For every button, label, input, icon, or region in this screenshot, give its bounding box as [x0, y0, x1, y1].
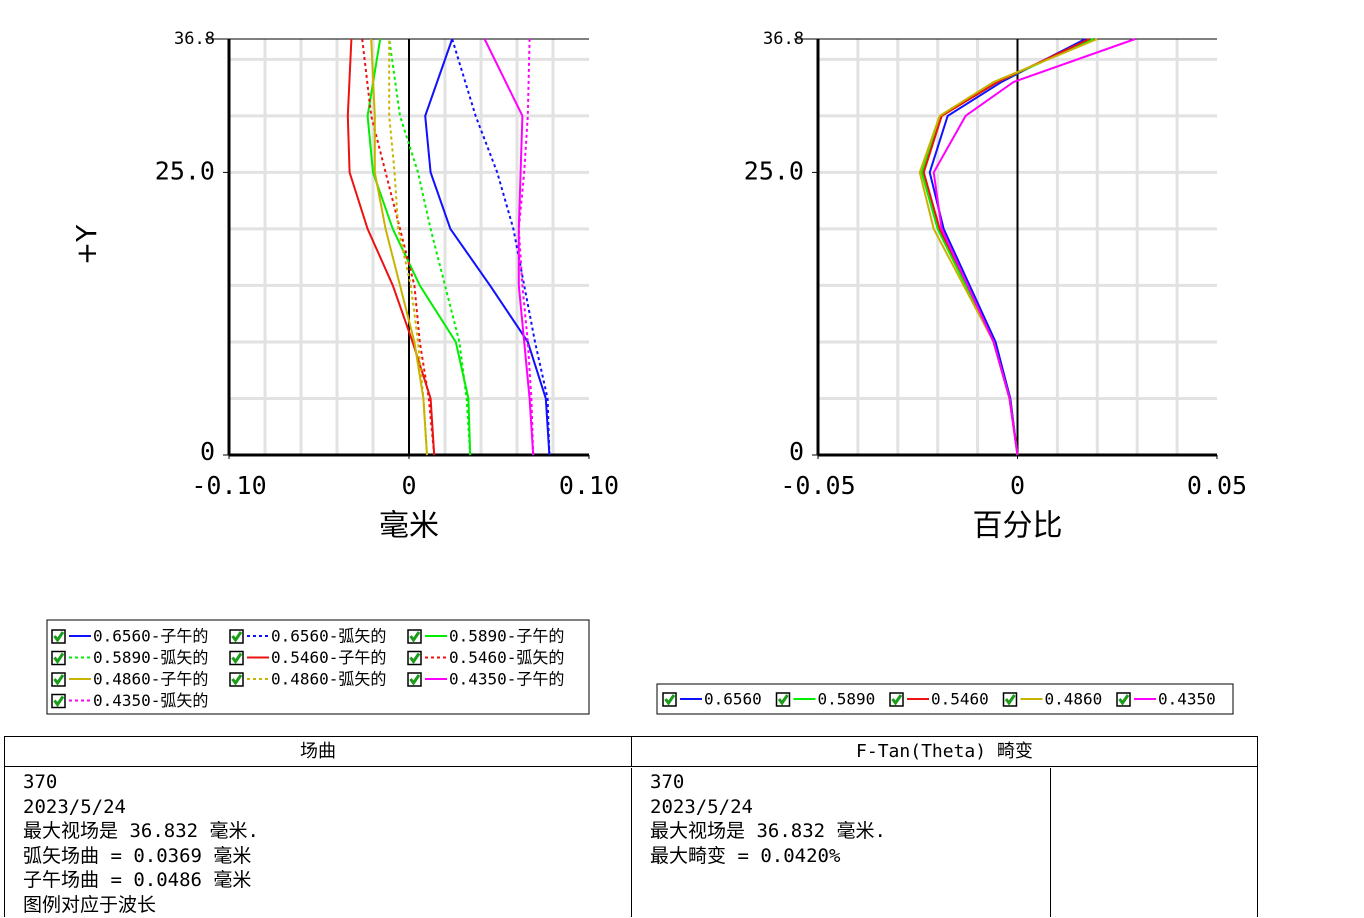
legend-checkbox[interactable]: [229, 650, 244, 666]
checkbox-check: [231, 652, 243, 665]
legend-label: 0.4860: [1045, 690, 1103, 709]
x-tick-label: 0.10: [559, 471, 619, 500]
curve: [388, 38, 472, 456]
curve: [922, 38, 1090, 456]
legend-label: 0.4350-子午的: [449, 670, 564, 689]
checkbox-check: [1004, 694, 1016, 706]
cell-line: 最大畸变 = 0.0420%: [650, 844, 841, 867]
checkbox-check: [664, 694, 676, 706]
curve: [370, 38, 428, 456]
cell-line: 370: [650, 771, 685, 793]
checkbox-check: [231, 631, 243, 643]
checkbox-check: [53, 631, 65, 643]
y-tick-label: 36.8: [174, 29, 215, 49]
cell-line: 弧矢场曲 = 0.0369 毫米: [23, 844, 252, 867]
checkbox-check: [1118, 694, 1130, 706]
legend-label: 0.5460-弧矢的: [449, 648, 564, 667]
checkbox-check: [53, 674, 65, 686]
legend-label: 0.6560-子午的: [93, 627, 208, 646]
legend-checkbox[interactable]: [229, 629, 244, 644]
legend-label: 0.6560: [704, 690, 762, 709]
curve: [483, 38, 535, 456]
legend-checkbox[interactable]: [889, 692, 904, 707]
checkbox-check: [409, 652, 421, 665]
checkbox-check: [777, 694, 789, 706]
curve: [928, 38, 1086, 456]
y-tick-label: 0: [200, 437, 215, 466]
legend-label: 0.6560-弧矢的: [271, 627, 386, 646]
cell-line: 子午场曲 = 0.0486 毫米: [23, 869, 252, 892]
table-cell: 370 2023/5/24 最大视场是 36.832 毫米. 最大畸变 = 0.042…: [632, 768, 1051, 917]
y-tick-label: 0: [789, 437, 804, 466]
curve: [932, 38, 1136, 456]
table: 场曲 F-Tan(Theta) 畸变 370 2023/5/24 最大视场是 36.…: [4, 736, 1258, 917]
legend-label: 0.4860-子午的: [93, 670, 208, 689]
cell-line: 最大视场是 36.832 毫米.: [650, 820, 886, 843]
y-tick-label: 36.8: [763, 29, 804, 49]
legend-label: 0.5460: [931, 690, 989, 709]
cell-line: 2023/5/24: [650, 795, 753, 818]
x-tick-label: 0: [1010, 471, 1025, 500]
checkbox-check: [53, 652, 65, 665]
cell-line: 图例对应于波长: [23, 893, 157, 916]
checkbox-check: [53, 695, 65, 708]
legend-checkbox[interactable]: [51, 650, 66, 666]
x-tick-label: -0.10: [191, 471, 266, 500]
x-tick-label: 0: [401, 471, 416, 500]
checkbox-check: [409, 674, 421, 686]
legend-checkbox[interactable]: [51, 629, 66, 644]
cell-line: 2023/5/24: [23, 795, 126, 818]
legend-checkbox[interactable]: [51, 693, 66, 709]
legend-checkbox[interactable]: [662, 692, 677, 707]
legend-label: 0.5890: [818, 690, 876, 709]
checkbox-check: [891, 694, 903, 706]
table-cell: 370 2023/5/24 最大视场是 36.832 毫米. 弧矢场曲 = 0.036…: [5, 768, 632, 917]
legend-label: 0.4350-弧矢的: [93, 691, 208, 710]
legend-checkbox[interactable]: [1002, 692, 1018, 707]
legend-checkbox[interactable]: [407, 672, 422, 687]
legend-label: 0.5890-子午的: [449, 627, 564, 646]
legend-label: 0.4350: [1158, 690, 1216, 709]
curve: [388, 39, 428, 456]
legend-checkbox[interactable]: [775, 692, 791, 707]
table-header: F-Tan(Theta) 畸变: [632, 737, 1257, 767]
legend-label: 0.5460-子午的: [271, 648, 386, 667]
x-tick-label: 0.05: [1187, 471, 1247, 500]
cell-line: 最大视场是 36.832 毫米.: [23, 820, 259, 843]
y-tick-label: 25.0: [744, 156, 804, 185]
legend-checkbox[interactable]: [1116, 692, 1131, 707]
legend-label: 0.5890-弧矢的: [93, 648, 208, 667]
x-axis-label: 百分比: [973, 509, 1063, 544]
curve: [517, 38, 535, 456]
legend-label: 0.4860-弧矢的: [271, 670, 386, 689]
x-axis-label: 毫米: [379, 509, 439, 544]
legend-box: [46, 619, 590, 715]
legend-checkbox[interactable]: [407, 629, 422, 644]
legend-checkbox[interactable]: [229, 672, 244, 687]
curve: [361, 38, 436, 456]
y-axis-label: +Y: [70, 224, 103, 265]
legend-checkbox[interactable]: [407, 650, 422, 666]
x-tick-label: -0.05: [780, 471, 855, 500]
table-header: 场曲: [5, 737, 632, 767]
checkbox-check: [409, 631, 421, 643]
legend-checkbox[interactable]: [51, 672, 66, 687]
checkbox-check: [231, 674, 243, 686]
curve: [424, 38, 551, 456]
cell-line: 370: [23, 771, 58, 793]
y-tick-label: 25.0: [155, 156, 215, 185]
curve: [366, 38, 472, 456]
